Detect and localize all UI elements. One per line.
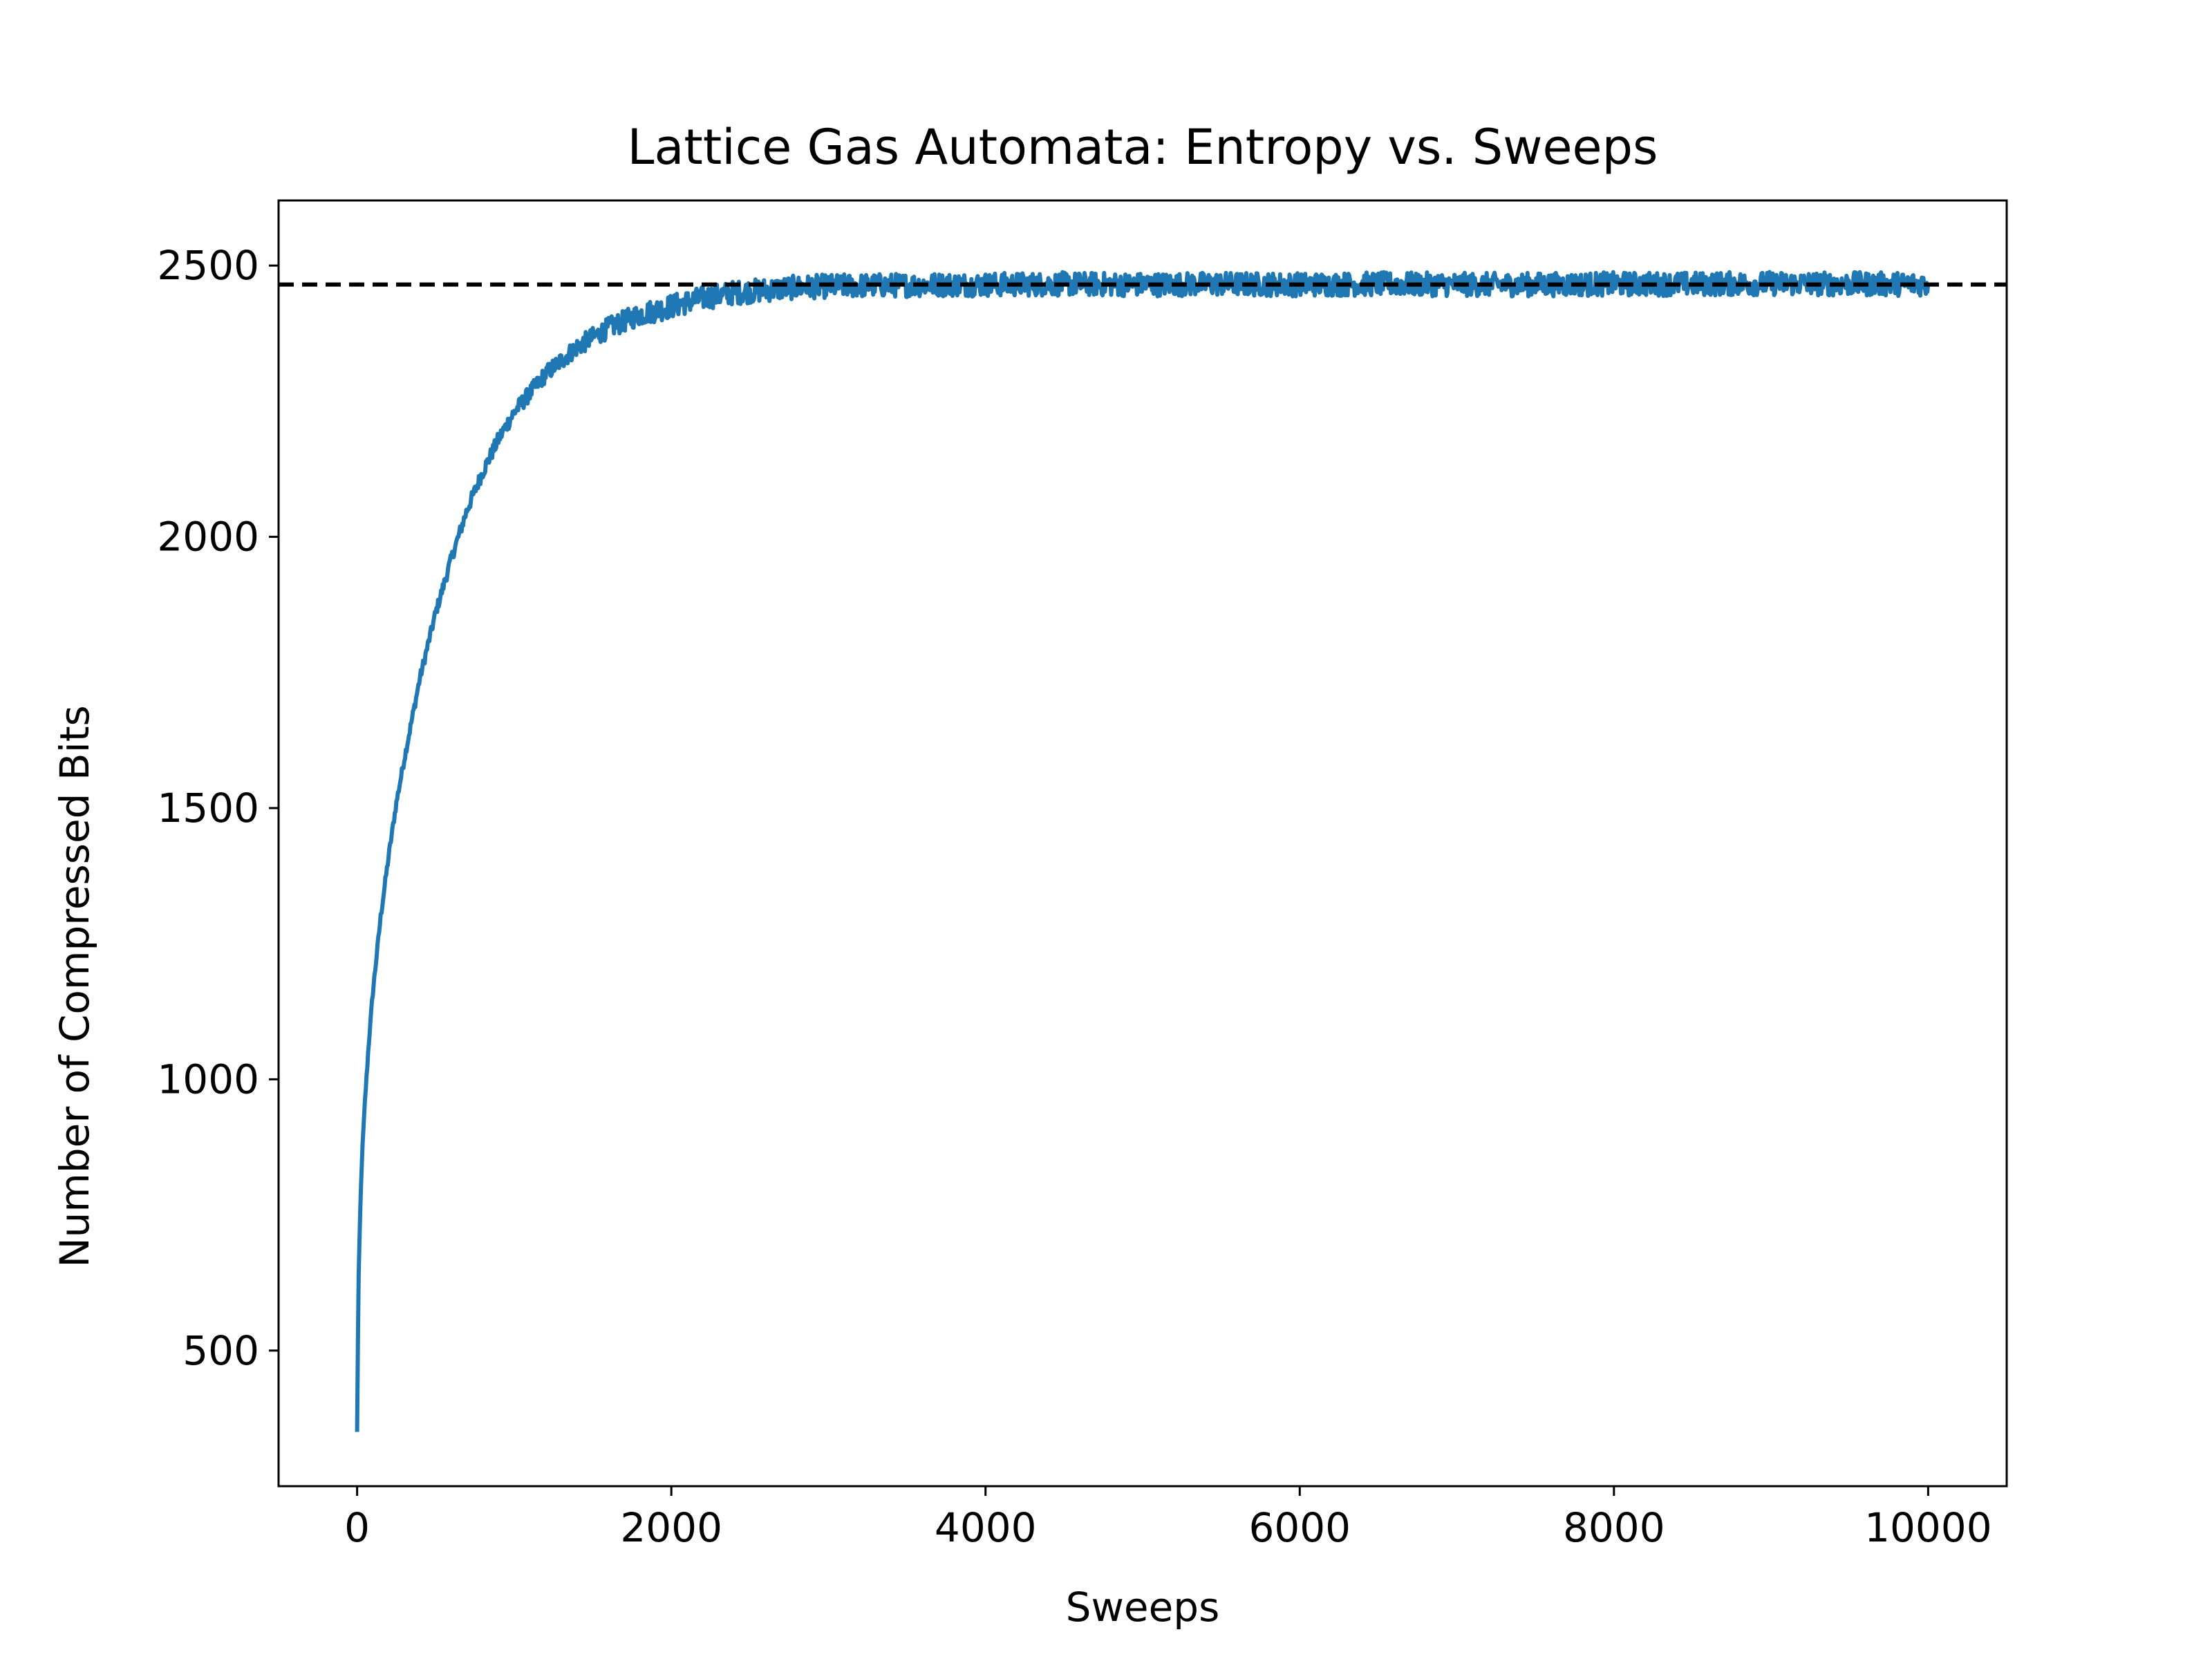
y-tick-label: 2500 xyxy=(157,242,259,289)
x-tick-label: 4000 xyxy=(935,1504,1037,1551)
plot-area: 0 2000 4000 6000 8000 10000 500 1000 1500 2000 250… xyxy=(157,199,2008,1551)
x-tick-label: 6000 xyxy=(1248,1504,1351,1551)
chart-title: Lattice Gas Automata: Entropy vs. Sweeps xyxy=(627,119,1658,176)
x-tick-label: 2000 xyxy=(620,1504,722,1551)
y-tick-label: 2000 xyxy=(157,514,259,561)
x-tick-label: 10000 xyxy=(1864,1504,1992,1551)
x-axis-title: Sweeps xyxy=(1066,1584,1220,1631)
x-tick-label: 0 xyxy=(344,1504,370,1551)
y-tick-label: 500 xyxy=(182,1327,259,1374)
x-tick-label: 8000 xyxy=(1563,1504,1665,1551)
series-line xyxy=(355,270,1931,1432)
y-axis-title: Number of Compressed Bits xyxy=(51,705,98,1268)
y-tick-label: 1500 xyxy=(157,785,259,832)
y-tick-label: 1000 xyxy=(157,1056,259,1103)
plot-frame xyxy=(277,199,2008,1488)
